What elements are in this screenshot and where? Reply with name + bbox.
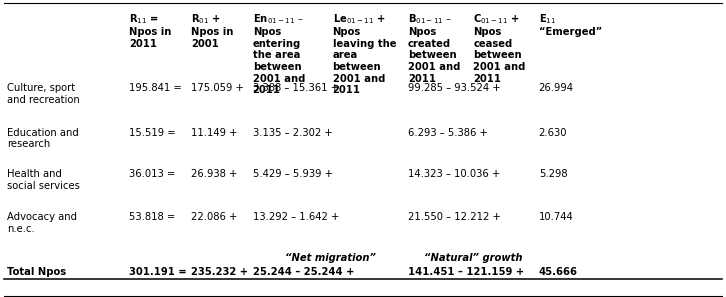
Text: Culture, sport
and recreation: Culture, sport and recreation <box>7 83 80 105</box>
Text: 21.550 – 12.212 +: 21.550 – 12.212 + <box>408 212 501 222</box>
Text: Health and
social services: Health and social services <box>7 169 80 191</box>
Text: 99.285 – 93.524 +: 99.285 – 93.524 + <box>408 83 501 93</box>
Text: 235.232 +: 235.232 + <box>191 267 248 277</box>
Text: 10.744: 10.744 <box>539 212 574 222</box>
Text: 6.293 – 5.386 +: 6.293 – 5.386 + <box>408 128 488 138</box>
Text: 195.841 =: 195.841 = <box>129 83 182 93</box>
Text: 25.244 – 25.244 +: 25.244 – 25.244 + <box>253 267 354 277</box>
Text: Total Npos: Total Npos <box>7 267 66 277</box>
Text: “Net migration”: “Net migration” <box>285 253 376 263</box>
Text: 5.298: 5.298 <box>539 169 567 179</box>
Text: 11.149 +: 11.149 + <box>191 128 237 138</box>
Text: 22.086 +: 22.086 + <box>191 212 237 222</box>
Text: R$_{11}$ =
Npos in
2011: R$_{11}$ = Npos in 2011 <box>129 12 171 49</box>
Text: 45.666: 45.666 <box>539 267 578 277</box>
Text: En$_{01-11}$ –
Npos
entering
the area
between
2001 and
2011: En$_{01-11}$ – Npos entering the area be… <box>253 12 305 95</box>
Text: 53.818 =: 53.818 = <box>129 212 176 222</box>
Text: B$_{01-11}$ –
Npos
created
between
2001 and
2011: B$_{01-11}$ – Npos created between 2001 … <box>408 12 460 84</box>
Text: 14.323 – 10.036 +: 14.323 – 10.036 + <box>408 169 500 179</box>
Text: 15.519 =: 15.519 = <box>129 128 176 138</box>
Text: 36.013 =: 36.013 = <box>129 169 176 179</box>
Text: 301.191 =: 301.191 = <box>129 267 187 277</box>
Text: 175.059 +: 175.059 + <box>191 83 244 93</box>
Text: 3.388 – 15.361 +: 3.388 – 15.361 + <box>253 83 338 93</box>
Text: 141.451 – 121.159 +: 141.451 – 121.159 + <box>408 267 524 277</box>
Text: Le$_{01-11}$ +
Npos
leaving the
area
between
2001 and
2011: Le$_{01-11}$ + Npos leaving the area bet… <box>333 12 396 95</box>
Text: Education and
research: Education and research <box>7 128 79 149</box>
Text: 13.292 – 1.642 +: 13.292 – 1.642 + <box>253 212 339 222</box>
Text: E$_{11}$
“Emerged”: E$_{11}$ “Emerged” <box>539 12 602 37</box>
Text: C$_{01-11}$ +
Npos
ceased
between
2001 and
2011: C$_{01-11}$ + Npos ceased between 2001 a… <box>473 12 526 84</box>
Text: 2.630: 2.630 <box>539 128 567 138</box>
Text: 26.994: 26.994 <box>539 83 574 93</box>
Text: Advocacy and
n.e.c.: Advocacy and n.e.c. <box>7 212 77 234</box>
Text: 3.135 – 2.302 +: 3.135 – 2.302 + <box>253 128 333 138</box>
Text: R$_{01}$ +
Npos in
2001: R$_{01}$ + Npos in 2001 <box>191 12 233 49</box>
Text: 5.429 – 5.939 +: 5.429 – 5.939 + <box>253 169 333 179</box>
Text: “Natural” growth: “Natural” growth <box>424 253 523 263</box>
Text: 26.938 +: 26.938 + <box>191 169 237 179</box>
